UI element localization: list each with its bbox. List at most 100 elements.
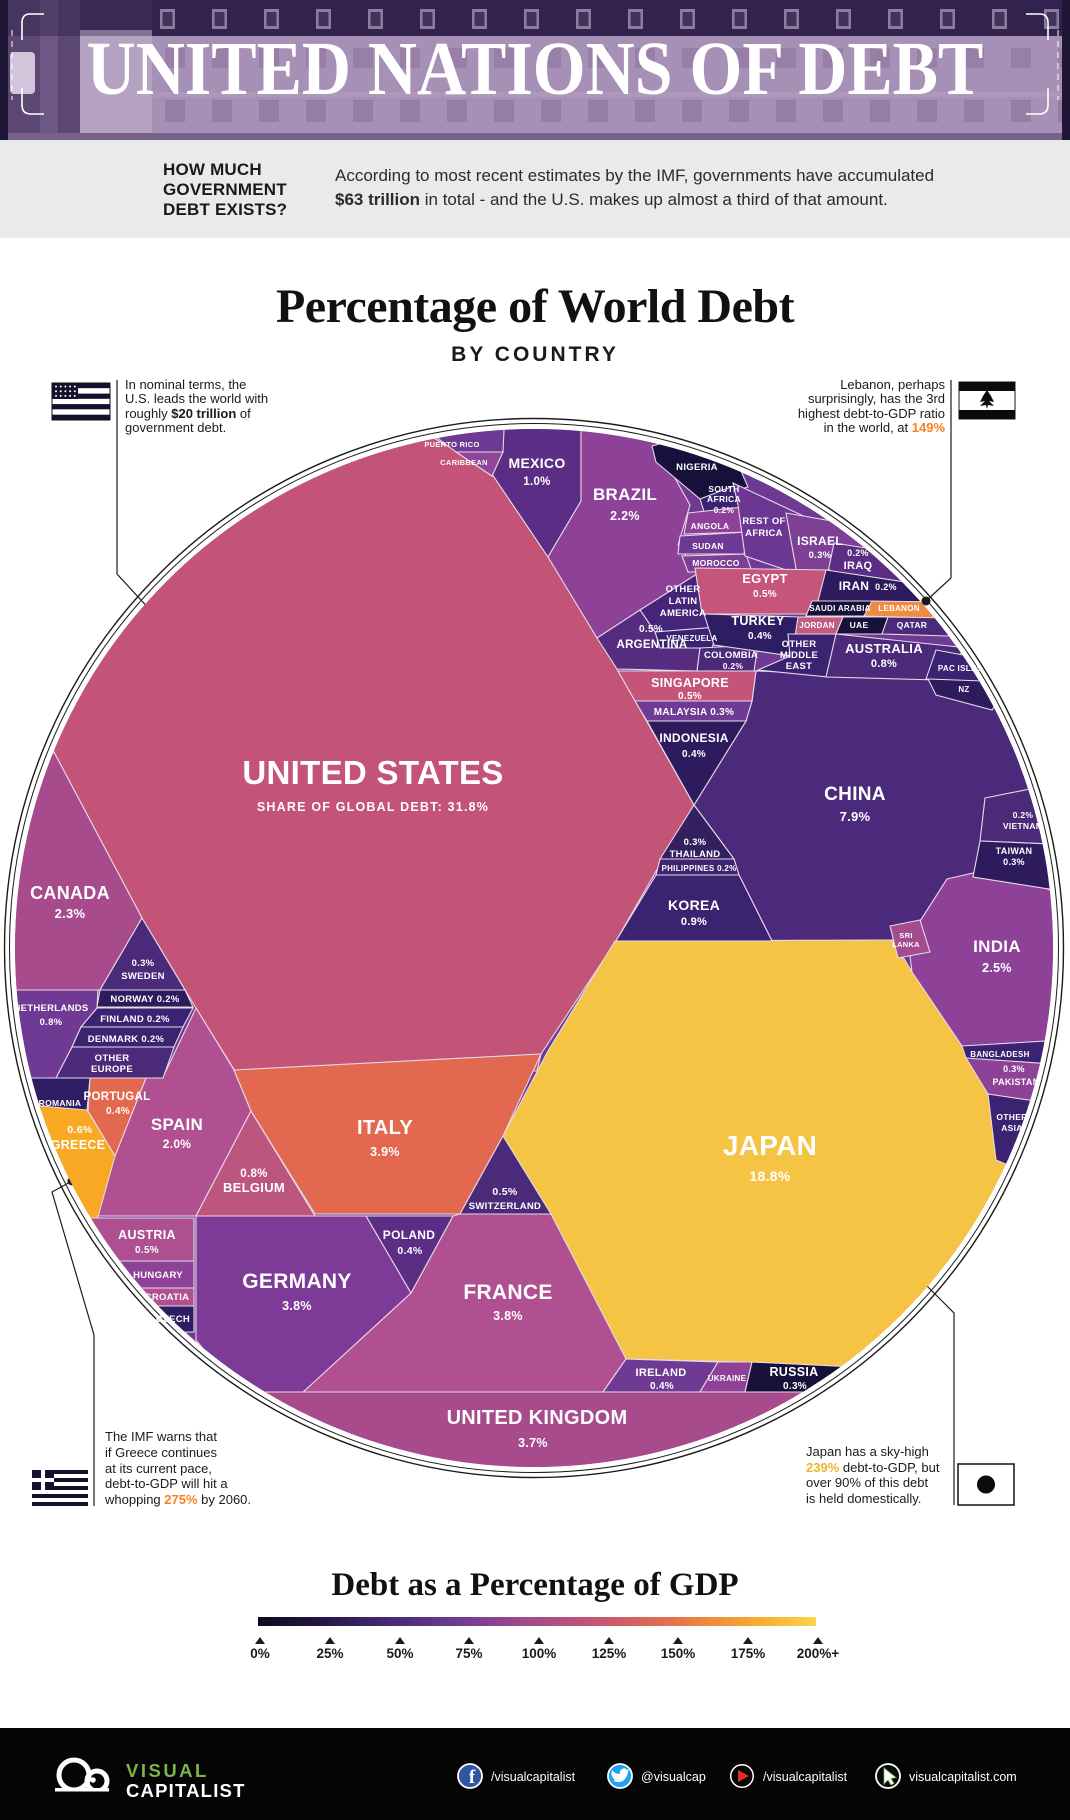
svg-text:EGYPT: EGYPT	[742, 571, 788, 586]
svg-text:0.4%: 0.4%	[650, 1381, 674, 1392]
svg-text:HUNGARY: HUNGARY	[133, 1270, 183, 1281]
svg-text:LANKA: LANKA	[892, 940, 920, 949]
svg-text:PORTUGAL: PORTUGAL	[84, 1091, 151, 1103]
svg-text:PHILIPPINES 0.2%: PHILIPPINES 0.2%	[661, 864, 736, 873]
svg-text:REST OF: REST OF	[742, 516, 785, 527]
svg-text:TURKEY: TURKEY	[731, 614, 785, 628]
svg-text:IRELAND: IRELAND	[636, 1367, 687, 1379]
svg-text:0.3%: 0.3%	[132, 958, 155, 969]
svg-text:0.2%: 0.2%	[1013, 810, 1034, 820]
svg-text:DENMARK 0.2%: DENMARK 0.2%	[88, 1034, 165, 1045]
svg-text:NIGERIA: NIGERIA	[676, 462, 718, 473]
svg-text:RUSSIA: RUSSIA	[769, 1365, 818, 1379]
svg-text:0.3%: 0.3%	[1003, 1064, 1025, 1074]
svg-text:CANADA: CANADA	[30, 883, 110, 903]
svg-text:NORWAY 0.2%: NORWAY 0.2%	[110, 994, 179, 1005]
svg-text:0.5%: 0.5%	[492, 1186, 517, 1198]
svg-text:POLAND: POLAND	[383, 1228, 435, 1242]
svg-text:AUSTRALIA: AUSTRALIA	[845, 641, 923, 656]
svg-text:UNITED KINGDOM: UNITED KINGDOM	[447, 1407, 628, 1429]
svg-text:SPAIN: SPAIN	[151, 1115, 203, 1134]
svg-text:VENEZUELA: VENEZUELA	[666, 634, 717, 643]
svg-text:0.5%: 0.5%	[639, 624, 663, 635]
svg-text:PAC ISLES: PAC ISLES	[938, 664, 983, 673]
svg-text:PAKISTAN: PAKISTAN	[992, 1077, 1039, 1087]
svg-text:GREECE: GREECE	[51, 1138, 106, 1152]
svg-text:1.0%: 1.0%	[523, 476, 550, 488]
svg-text:OTHER: OTHER	[95, 1053, 130, 1064]
svg-text:TAIWAN: TAIWAN	[996, 846, 1033, 856]
svg-text:ITALY: ITALY	[357, 1117, 413, 1139]
svg-text:PUERTO RICO: PUERTO RICO	[424, 440, 479, 449]
svg-text:2.5%: 2.5%	[982, 961, 1012, 975]
svg-text:3.8%: 3.8%	[282, 1299, 312, 1313]
svg-text:0.2%: 0.2%	[875, 582, 897, 592]
svg-text:ARGENTINA: ARGENTINA	[616, 639, 687, 651]
svg-text:3.9%: 3.9%	[370, 1145, 400, 1159]
svg-text:0.8%: 0.8%	[40, 1017, 63, 1028]
svg-text:MOROCCO: MOROCCO	[692, 558, 740, 568]
svg-text:UNITED STATES: UNITED STATES	[242, 754, 503, 791]
svg-text:OTHER: OTHER	[996, 1112, 1027, 1122]
svg-text:FRANCE: FRANCE	[463, 1281, 552, 1304]
svg-text:0.3%: 0.3%	[809, 550, 832, 561]
svg-text:0.2%: 0.2%	[714, 505, 735, 515]
svg-text:CARIBBEAN: CARIBBEAN	[440, 458, 488, 467]
svg-text:MIDDLE: MIDDLE	[780, 650, 818, 661]
svg-text:BRAZIL: BRAZIL	[593, 485, 657, 504]
svg-text:AFRICA: AFRICA	[745, 528, 783, 539]
svg-text:OTHER: OTHER	[666, 584, 701, 595]
svg-text:INDIA: INDIA	[973, 937, 1021, 956]
svg-text:VIETNAM: VIETNAM	[1003, 821, 1043, 831]
svg-text:0.3%: 0.3%	[684, 837, 707, 848]
svg-text:SRI: SRI	[899, 931, 912, 940]
svg-text:/visualcapitalist: /visualcapitalist	[491, 1770, 576, 1784]
svg-text:AUSTRIA: AUSTRIA	[118, 1228, 176, 1242]
svg-text:f: f	[469, 1767, 476, 1788]
svg-text:AMERICA: AMERICA	[660, 608, 706, 619]
svg-text:JAPAN: JAPAN	[723, 1130, 817, 1161]
svg-text:SWEDEN: SWEDEN	[121, 971, 165, 982]
svg-text:FINLAND 0.2%: FINLAND 0.2%	[100, 1014, 170, 1025]
svg-text:KOREA: KOREA	[668, 897, 720, 913]
svg-text:OTHER: OTHER	[782, 639, 817, 650]
svg-text:CZECH: CZECH	[156, 1314, 190, 1325]
svg-text:JORDAN: JORDAN	[799, 621, 835, 630]
svg-text:0.3%: 0.3%	[783, 1381, 807, 1392]
svg-text:0.2%: 0.2%	[723, 661, 744, 671]
svg-text:SHARE OF GLOBAL DEBT: 31.8%: SHARE OF GLOBAL DEBT: 31.8%	[257, 800, 489, 814]
svg-text:3.8%: 3.8%	[493, 1309, 523, 1323]
svg-text:0.4%: 0.4%	[397, 1245, 422, 1257]
svg-text:2.2%: 2.2%	[610, 509, 640, 523]
svg-text:UAE: UAE	[850, 620, 869, 630]
svg-text:QATAR: QATAR	[897, 620, 927, 630]
svg-text:ISRAEL: ISRAEL	[797, 534, 843, 548]
svg-text:18.8%: 18.8%	[749, 1168, 790, 1184]
svg-text:0.4%: 0.4%	[106, 1106, 130, 1117]
svg-text:ROMANIA: ROMANIA	[39, 1098, 82, 1108]
svg-text:0.8%: 0.8%	[871, 658, 897, 670]
svg-text:SAUDI ARABIA: SAUDI ARABIA	[809, 604, 871, 613]
svg-text:ASIA: ASIA	[1001, 1123, 1023, 1133]
svg-text:SINGAPORE: SINGAPORE	[651, 676, 729, 690]
svg-text:NZ: NZ	[958, 685, 969, 694]
svg-text:LEBANON: LEBANON	[878, 604, 920, 613]
svg-text:IRAN: IRAN	[839, 579, 870, 593]
svg-text:0.6%: 0.6%	[67, 1124, 92, 1136]
svg-text:BELGIUM: BELGIUM	[223, 1180, 285, 1195]
svg-text:EAST: EAST	[786, 661, 813, 672]
svg-text:CHINA: CHINA	[824, 784, 886, 805]
svg-text:CROATIA: CROATIA	[145, 1292, 190, 1303]
svg-text:SUDAN: SUDAN	[692, 541, 724, 551]
svg-text:COLOMBIA: COLOMBIA	[704, 650, 758, 661]
svg-text:0.9%: 0.9%	[681, 916, 707, 928]
svg-text:IRAQ: IRAQ	[844, 560, 873, 572]
svg-text:VISUAL: VISUAL	[126, 1760, 209, 1781]
svg-text:2.3%: 2.3%	[55, 906, 86, 921]
svg-text:MALAYSIA 0.3%: MALAYSIA 0.3%	[654, 707, 734, 718]
svg-text:0.2%: 0.2%	[847, 548, 869, 558]
svg-text:NETHERLANDS: NETHERLANDS	[13, 1003, 88, 1014]
svg-text:0.4%: 0.4%	[748, 631, 772, 642]
svg-text:7.9%: 7.9%	[840, 809, 871, 824]
svg-text:0.5%: 0.5%	[678, 691, 702, 702]
